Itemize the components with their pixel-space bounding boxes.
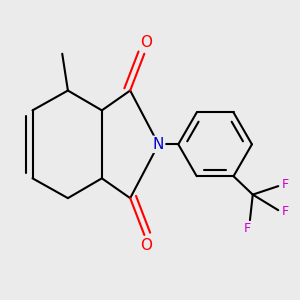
- Text: O: O: [140, 35, 152, 50]
- Text: N: N: [153, 137, 164, 152]
- Text: F: F: [282, 205, 289, 218]
- Text: O: O: [140, 238, 152, 253]
- Text: F: F: [282, 178, 289, 191]
- Text: F: F: [244, 222, 251, 236]
